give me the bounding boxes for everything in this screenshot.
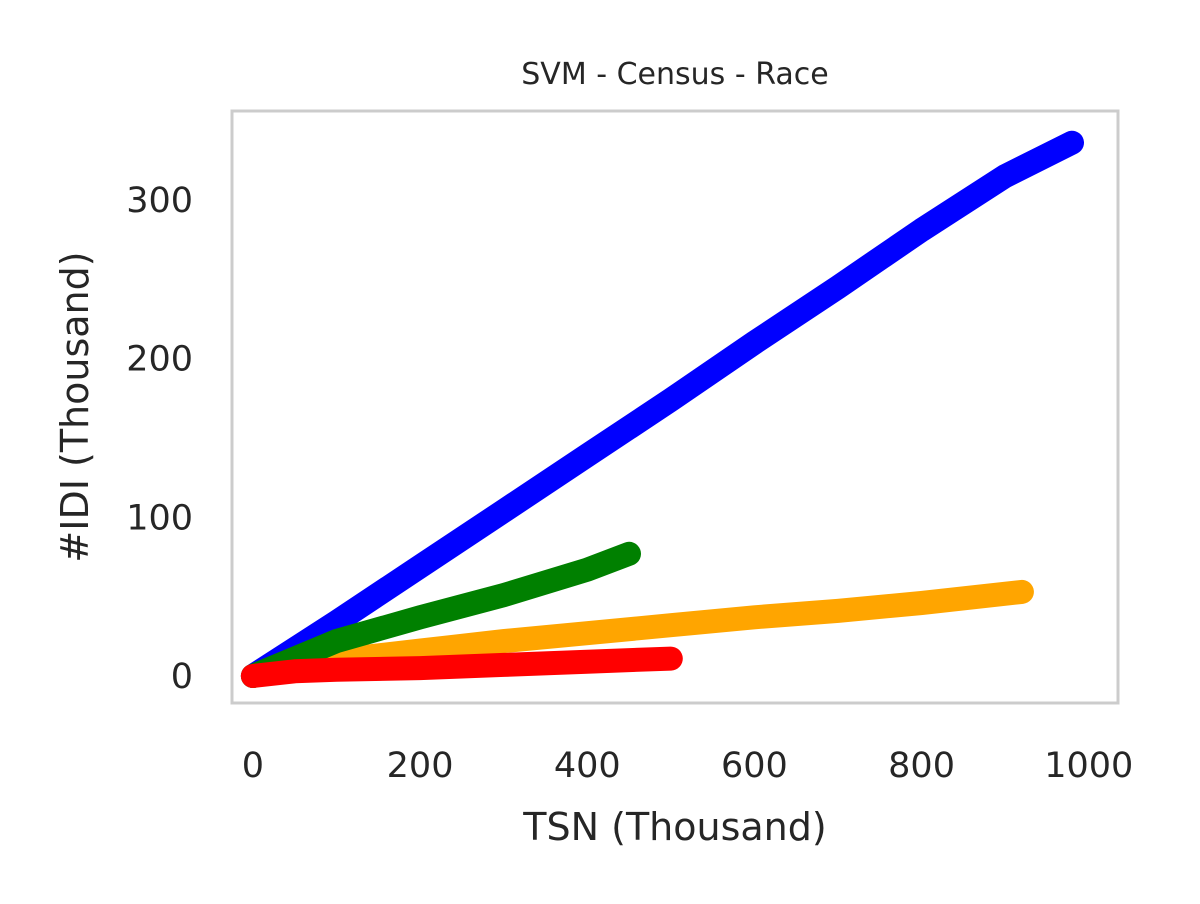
series-line-1 xyxy=(240,130,1084,688)
x-axis-label: TSN (Thousand) xyxy=(522,805,826,849)
y-tick-label: 100 xyxy=(126,498,193,538)
x-tick-label: 400 xyxy=(554,746,621,786)
x-tick-label: 0 xyxy=(242,746,264,786)
chart-title: SVM - Census - Race xyxy=(521,57,828,92)
series-line-4 xyxy=(240,646,683,688)
x-tick-label: 800 xyxy=(888,746,955,786)
series-line-3 xyxy=(240,541,641,688)
x-tick-labels: 0 200 400 600 800 1000 xyxy=(242,746,1134,786)
plot-frame xyxy=(230,109,1120,705)
y-tick-labels: 0 100 200 300 xyxy=(126,181,193,697)
series-layer xyxy=(240,130,1084,688)
x-tick-label: 600 xyxy=(721,746,788,786)
x-tick-label: 200 xyxy=(387,746,454,786)
y-tick-label: 0 xyxy=(171,657,193,697)
x-tick-label: 1000 xyxy=(1044,746,1133,786)
y-axis-label: #IDI (Thousand) xyxy=(53,251,97,562)
y-tick-label: 200 xyxy=(126,340,193,380)
y-tick-label: 300 xyxy=(126,181,193,221)
